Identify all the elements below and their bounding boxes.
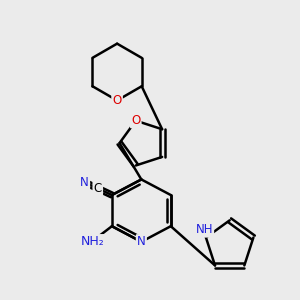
Text: NH₂: NH₂ <box>81 235 105 248</box>
Text: N: N <box>137 235 146 248</box>
Text: C: C <box>94 182 102 195</box>
Text: O: O <box>131 114 140 127</box>
Text: NH: NH <box>196 224 213 236</box>
Text: N: N <box>80 176 89 189</box>
Text: O: O <box>112 94 122 107</box>
